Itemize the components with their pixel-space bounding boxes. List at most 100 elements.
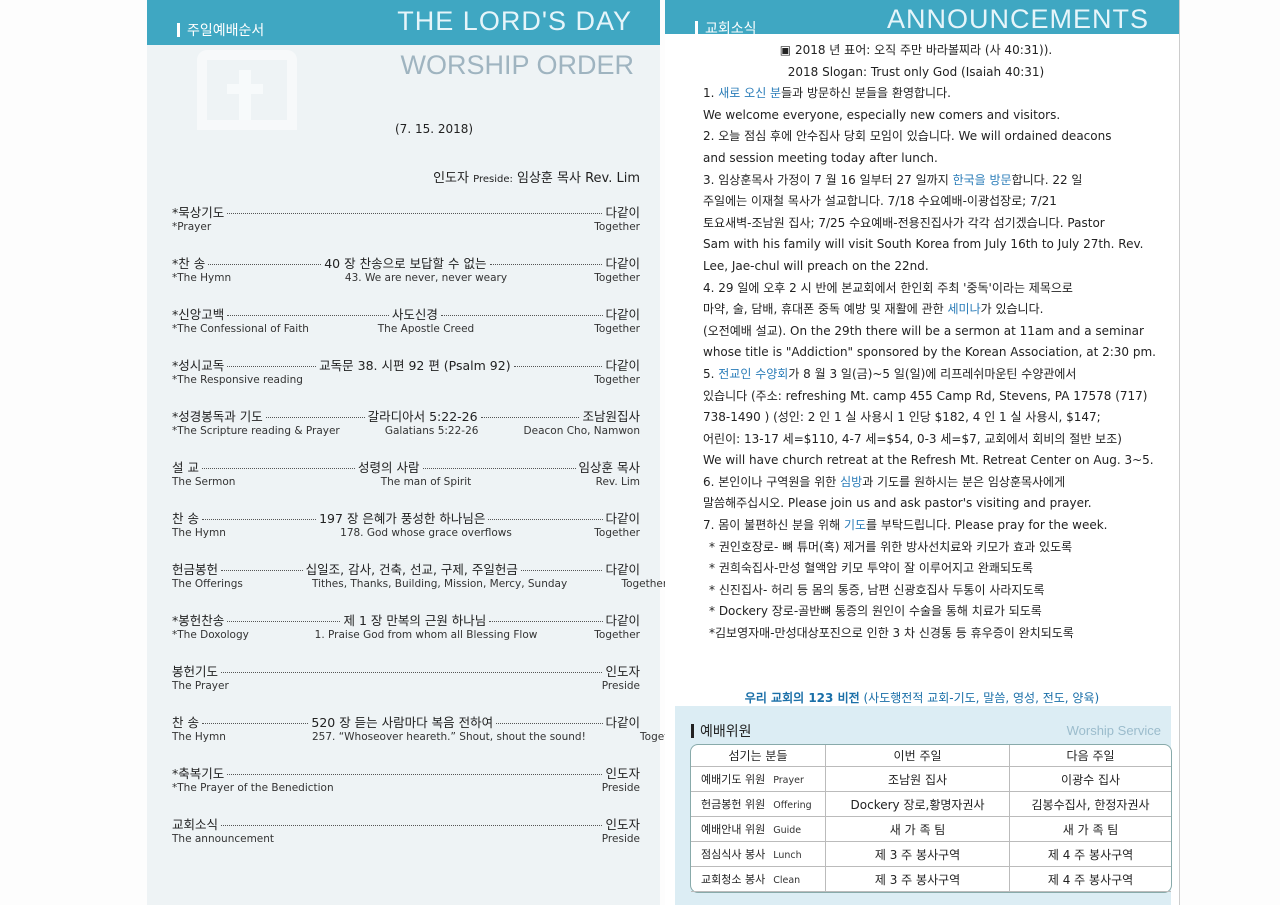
text-segment: 738-1490 ) (성인: 2 인 1 실 사용시 1 인당 $182, 4… [703,410,1101,425]
dot-leader [208,264,322,265]
order-item-ko: *성시교독 [172,358,225,373]
dot-leader [227,213,603,214]
order-line-ko: *축복기도 인도자 [172,763,640,782]
service-table: 섬기는 분들 이번 주일 다음 주일 예배기도 위원 Prayer 조남원 집사 이광… [690,744,1172,893]
service-row: 헌금봉헌 위원 Offering Dockery 장로,황명자권사 김봉수집사, 한정… [691,792,1171,817]
role-cell: 예배안내 위원 Guide [691,817,826,842]
next-week-cell: 새 가 족 팀 [1010,817,1171,842]
cross-icon-vertical [239,70,251,120]
bulletin-date: (7. 15. 2018) [395,122,474,136]
dot-leader [265,417,365,418]
order-item-en: The Prayer [172,680,229,692]
order-line-en: The announcement Preside [172,833,640,849]
order-leader-ko: 다같이 [605,562,640,577]
order-item-ko: *찬 송 [172,256,206,271]
dot-leader [227,315,389,316]
text-segment: 7. 몸이 불편하신 분을 위해 [703,518,844,533]
text-segment: and session meeting today after lunch. [703,150,938,165]
highlighted-text: 세미나 [947,302,981,317]
order-leader-en: Together [594,629,640,641]
cross-icon [197,50,297,130]
order-item-en: The Hymn [172,527,226,539]
service-title-en: Worship Service [1066,723,1161,738]
order-item-ko: *묵상기도 [172,205,225,220]
dot-leader [440,315,603,316]
order-line-ko: 설 교 성령의 사람 임상훈 목사 [172,457,640,476]
text-segment: 3. 임상훈목사 가정이 7 월 16 일부터 27 일까지 [703,172,953,187]
order-detail-en: The Apostle Creed [377,323,475,335]
text-segment: 주일에는 이재철 목사가 설교합니다. 7/18 수요예배-이광섭장로; 7/2… [703,194,1057,209]
order-line-en: *The Responsive reading Together [172,374,640,390]
announcement-line: 어린이: 13-17 세=$110, 4-7 세=$54, 0-3 세=$7, … [703,429,1169,451]
text-segment: 마약, 술, 담배, 휴대폰 중독 예방 및 재활에 관한 [703,302,948,317]
order-leader-en: Deacon Cho, Namwon [523,425,640,437]
order-leader-en: Together [594,221,640,233]
text-segment: * Dockery 장로-골반뼈 통증의 원인이 수술을 통해 치료가 되도록 [709,604,1042,619]
order-line-ko: *성시교독 교독문 38. 시편 92 편 (Psalm 92) 다같이 [172,355,640,374]
announcement-line: 7. 몸이 불편하신 분을 위해 기도를 부탁드립니다. Please pray… [703,515,1169,537]
highlighted-text: 심방 [840,474,863,489]
text-segment: 가 있습니다. [980,302,1044,317]
section-title-ko: 주일예배순서 [177,20,264,40]
section-title-ko: 교회소식 [695,18,757,38]
order-line-ko: 찬 송 520 장 듣는 사람마다 복음 전하여 다같이 [172,712,640,731]
order-detail-ko: 사도신경 [391,307,438,322]
worship-order-page: 주일예배순서 THE LORD'S DAY WORSHIP ORDER (7. … [147,0,686,905]
order-line-en: The Sermon The man of Spirit Rev. Lim [172,476,640,492]
order-detail-ko: 교독문 38. 시편 92 편 (Psalm 92) [319,358,511,373]
announcement-line: 3. 임상훈목사 가정이 7 월 16 일부터 27 일까지 한국을 방문합니다… [703,170,1169,192]
dot-leader [221,825,603,826]
text-segment: * 권희숙집사-만성 혈액암 키모 투약이 잘 이루어지고 완쾌되도록 [709,561,1034,576]
role-ko: 교회청소 봉사 [701,873,766,886]
order-row: *묵상기도 다같이 *Prayer Together [172,202,640,253]
order-detail-ko: 성령의 사람 [358,460,420,475]
section-subtitle: WORSHIP ORDER [400,50,634,80]
order-line-ko: *찬 송 40 장 찬송으로 보답할 수 없는 다같이 [172,253,640,272]
order-item-en: *The Hymn [172,272,232,284]
dot-leader [480,417,580,418]
order-leader-ko: 다같이 [605,307,641,322]
announcement-line: 토요새벽-조남원 집사; 7/25 수요예배-전용진집사가 각각 섬기겠습니다.… [703,213,1169,235]
dot-leader [422,468,576,469]
text-segment: We welcome everyone, especially new come… [703,107,1061,122]
order-row: 찬 송 197 장 은혜가 풍성한 하나님은 다같이 The Hymn 178. God… [172,508,640,559]
announcement-line: 주일에는 이재철 목사가 설교합니다. 7/18 수요예배-이광섭장로; 7/2… [703,191,1169,213]
announcement-line: 4. 29 일에 오후 2 시 반에 본교회에서 한인회 주최 '중독'이라는 … [703,278,1169,300]
order-line-en: *The Scripture reading & Prayer Galatians… [172,425,640,441]
order-leader-ko: 조남원집사 [582,409,640,424]
text-segment: * 권인호장로- 뼈 튜머(혹) 제거를 위한 방사선치료와 키모가 효과 있도… [709,539,1073,554]
dot-leader [221,570,303,571]
order-line-ko: *신앙고백 사도신경 다같이 [172,304,640,323]
order-item-ko: 교회소식 [172,817,219,832]
dot-leader [201,519,317,520]
order-line-en: *The Confessional of Faith The Apostle Cr… [172,323,640,339]
order-row: 찬 송 520 장 듣는 사람마다 복음 전하여 다같이 The Hymn 257. “… [172,712,686,763]
dot-leader [496,723,603,724]
text-segment: (오전예배 설교). On the 29th there will be a s… [703,323,1144,338]
highlighted-text: 한국을 방문 [952,172,1012,187]
highlighted-text: 기도 [843,518,867,533]
order-row: 봉헌기도 인도자 The Prayer Preside [172,661,640,712]
announcement-list: ▣ 2018 년 표어: 오직 주만 바라볼찌라 (사 40:31)). 2018… [703,40,1169,645]
order-leader-en: Together [621,578,668,590]
next-week-cell: 제 4 주 봉사구역 [1010,842,1171,867]
dot-leader [513,366,603,367]
order-line-ko: 교회소식 인도자 [172,814,640,833]
dot-leader [489,621,603,622]
text-segment: 5. [703,366,719,381]
order-line-en: *The Doxology 1. Praise God from whom all… [172,629,640,645]
this-week-cell: 새 가 족 팀 [826,817,1011,842]
header-cell: 섬기는 분들 [691,745,826,767]
announcement-line: 말씀해주십시오. Please join us and ask pastor's… [703,493,1169,515]
order-line-en: The Hymn 257. “Whoseover heareth.” Shout,… [172,731,686,747]
text-segment: * 신진집사- 허리 등 몸의 통증, 남편 신광호집사 두통이 사라지도록 [709,582,1045,597]
order-line-ko: 헌금봉헌 십일조, 감사, 건축, 선교, 구제, 주일헌금 다같이 [172,559,640,578]
announcement-line: We welcome everyone, especially new come… [703,105,1169,127]
order-row: *성시교독 교독문 38. 시편 92 편 (Psalm 92) 다같이 *The R… [172,355,640,406]
order-item-en: *Prayer [172,221,212,233]
order-leader-en: Preside [601,833,640,845]
announcement-line: 2018 Slogan: Trust only God (Isaiah 40:3… [703,62,1169,84]
dot-leader [227,366,317,367]
text-segment: 어린이: 13-17 세=$110, 4-7 세=$54, 0-3 세=$7, … [703,431,1122,446]
order-line-en: The Hymn 178. God whose grace overflows To… [172,527,640,543]
